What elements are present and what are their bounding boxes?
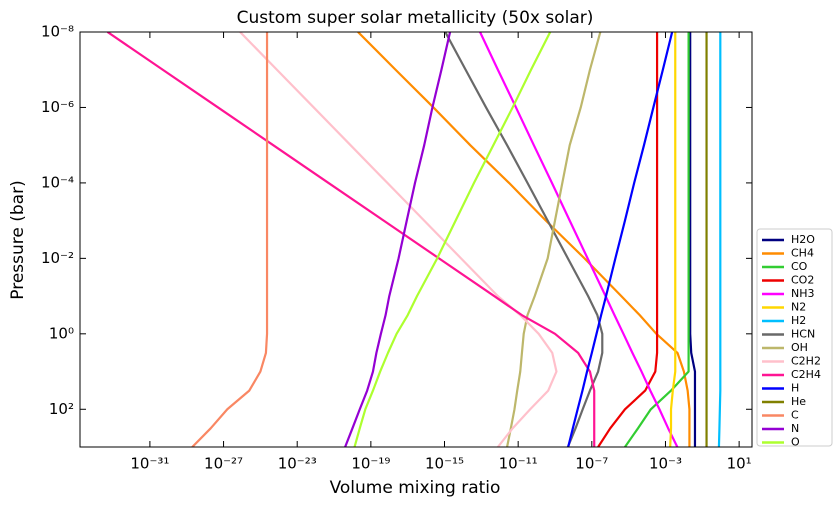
series-line	[344, 32, 452, 447]
series-line	[479, 32, 679, 447]
x-tick-label: 10⁻³	[649, 455, 682, 473]
legend-label: CO	[791, 260, 808, 273]
series-line	[669, 32, 677, 447]
legend-label: OH	[791, 341, 808, 354]
legend-label: N2	[791, 301, 806, 314]
legend-label: O	[791, 436, 800, 449]
legend-label: C2H2	[791, 355, 821, 368]
series-line	[191, 32, 269, 447]
series-line	[357, 32, 691, 447]
legend-label: H2	[791, 314, 806, 327]
y-tick-label: 10²	[49, 400, 74, 418]
legend-label: H	[791, 382, 799, 395]
x-tick-label: 10⁻¹¹	[499, 455, 538, 473]
y-tick-label: 10⁰	[49, 324, 74, 342]
series-line	[106, 32, 596, 447]
x-tick-label: 10⁻²⁷	[204, 455, 243, 473]
y-tick-label: 10⁻⁴	[41, 173, 74, 191]
series-line	[353, 32, 552, 447]
plot-frame	[79, 31, 753, 448]
legend-box	[756, 228, 833, 447]
legend-label: C	[791, 409, 799, 422]
series-line	[597, 32, 659, 447]
y-tick-label: 10⁻⁶	[41, 98, 74, 116]
x-axis-label: Volume mixing ratio	[330, 478, 501, 498]
plot-lines	[106, 32, 722, 447]
x-tick-label: 10⁻²³	[278, 455, 317, 473]
series-line	[717, 32, 722, 447]
legend-label: He	[791, 395, 806, 408]
x-tick-label: 10⁻¹⁵	[425, 455, 464, 473]
y-axis-label: Pressure (bar)	[8, 180, 28, 299]
y-tick-label: 10⁻⁸	[41, 23, 74, 41]
y-tick-label: 10⁻²	[41, 249, 74, 267]
legend-label: HCN	[791, 328, 815, 341]
series-line	[506, 32, 602, 447]
x-tick-label: 10⁻³¹	[130, 455, 169, 473]
x-tick-label: 10⁻⁷	[575, 455, 608, 473]
legend-label: NH3	[791, 287, 815, 300]
series-line	[444, 32, 604, 447]
series-line	[567, 32, 674, 447]
legend-label: CH4	[791, 247, 814, 260]
x-tick-label: 10¹	[727, 455, 752, 473]
x-tick-label: 10⁻¹⁹	[351, 455, 390, 473]
series-line	[624, 32, 690, 447]
legend-label: H2O	[791, 233, 815, 246]
series-line	[689, 32, 697, 447]
legend-label: N	[791, 422, 799, 435]
legend-label: CO2	[791, 274, 814, 287]
chart-title: Custom super solar metallicity (50x sola…	[237, 8, 594, 28]
legend-label: C2H4	[791, 368, 821, 381]
